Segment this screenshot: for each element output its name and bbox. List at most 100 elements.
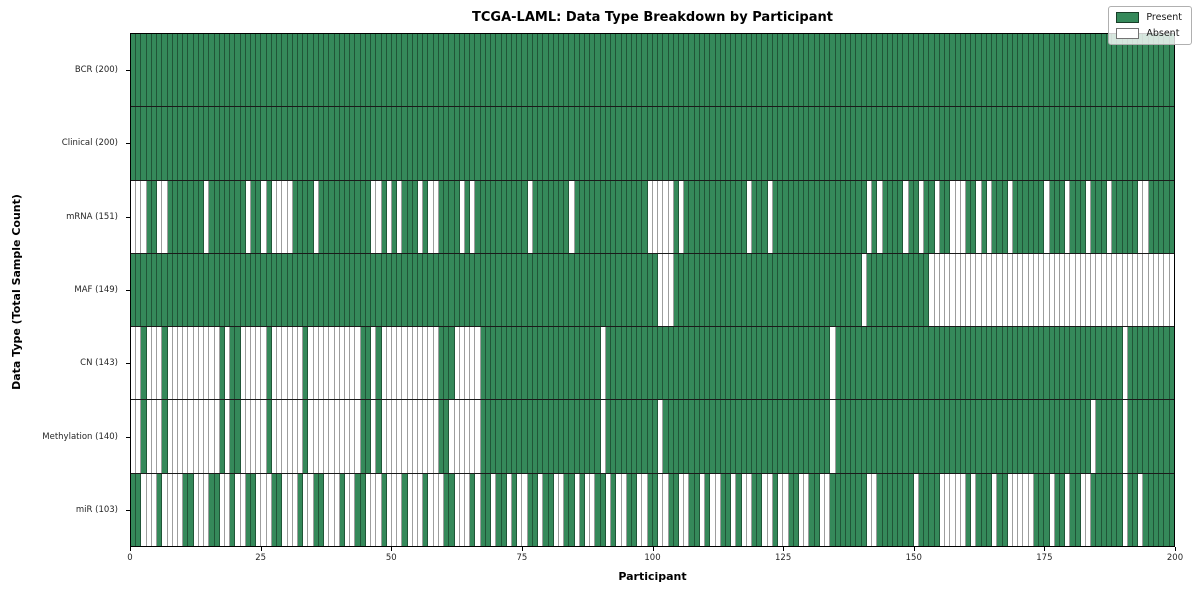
heatmap-cell [449, 473, 455, 546]
heatmap-cell [350, 327, 356, 400]
heatmap-cell [793, 180, 799, 253]
heatmap-cell [1091, 180, 1097, 253]
heatmap-cell [694, 400, 700, 473]
heatmap-cell [277, 327, 283, 400]
heatmap-cell [136, 473, 142, 546]
heatmap-cell [386, 253, 392, 327]
heatmap-cell [277, 107, 283, 180]
heatmap-cell [992, 253, 998, 327]
heatmap-cell [866, 107, 873, 180]
heatmap-cell [804, 180, 810, 253]
heatmap-cell [637, 180, 643, 253]
heatmap-cell [799, 34, 805, 107]
heatmap-cell [924, 253, 930, 327]
heatmap-cell [1059, 180, 1066, 253]
heatmap-cell [1127, 400, 1133, 473]
heatmap-cell [256, 253, 262, 327]
heatmap-cell [924, 34, 930, 107]
heatmap-cell [611, 180, 617, 253]
heatmap-cell [767, 253, 773, 327]
heatmap-cell [793, 327, 799, 400]
heatmap-cell [292, 327, 298, 400]
heatmap-cell [762, 327, 768, 400]
heatmap-cell [825, 400, 831, 473]
heatmap-cell [157, 400, 163, 473]
heatmap-cell [465, 473, 471, 546]
heatmap-cell [1122, 400, 1128, 473]
heatmap-cell [626, 253, 632, 327]
heatmap-cell [167, 34, 173, 107]
heatmap-cell [1007, 327, 1013, 400]
heatmap-cell [971, 34, 977, 107]
heatmap-cell [391, 34, 398, 107]
heatmap-cell [470, 107, 476, 180]
heatmap-cell [741, 34, 747, 107]
heatmap-cell [407, 180, 413, 253]
heatmap-cell [538, 400, 544, 473]
heatmap-cell [428, 327, 434, 400]
heatmap-cell [731, 107, 737, 180]
x-tick-mark [652, 547, 654, 551]
heatmap-cell [402, 253, 408, 327]
heatmap-cell [908, 107, 914, 180]
heatmap-cell [543, 400, 549, 473]
heatmap-cell [840, 253, 846, 327]
heatmap-cell [266, 34, 272, 107]
heatmap-cell [809, 180, 815, 253]
heatmap-cell [532, 400, 539, 473]
heatmap-cell [585, 107, 591, 180]
heatmap-cell [558, 473, 565, 546]
heatmap-cell [240, 473, 246, 546]
heatmap-cell [783, 473, 789, 546]
heatmap-cell [710, 400, 716, 473]
heatmap-cell [459, 400, 465, 473]
heatmap-cell [976, 400, 982, 473]
x-tick-label: 200 [1166, 553, 1184, 563]
heatmap-cell [1033, 473, 1040, 546]
heatmap-cell [298, 327, 304, 400]
heatmap-cell [1054, 473, 1060, 546]
heatmap-cell [725, 400, 732, 473]
heatmap-cell [809, 400, 815, 473]
heatmap-cell [224, 34, 231, 107]
heatmap-cell [809, 253, 815, 327]
heatmap-cell [600, 253, 606, 327]
heatmap-cell [579, 400, 586, 473]
heatmap-cell [887, 473, 893, 546]
heatmap-cell [1023, 473, 1029, 546]
heatmap-cell [976, 107, 982, 180]
heatmap-cell [287, 473, 293, 546]
heatmap-cell [480, 400, 486, 473]
heatmap-cell [1153, 34, 1160, 107]
heatmap-cell [344, 253, 351, 327]
heatmap-cell [752, 400, 758, 473]
heatmap-cell [1059, 473, 1066, 546]
heatmap-cell [1023, 400, 1029, 473]
heatmap-cell [167, 253, 173, 327]
heatmap-cell [673, 107, 679, 180]
heatmap-cell [245, 34, 252, 107]
heatmap-cell [903, 180, 909, 253]
heatmap-cell [230, 400, 236, 473]
heatmap-cell [485, 34, 492, 107]
heatmap-cell [506, 327, 512, 400]
heatmap-cell [428, 34, 434, 107]
heatmap-cell [835, 327, 841, 400]
heatmap-cell [256, 107, 262, 180]
heatmap-cell [971, 253, 977, 327]
heatmap-cell [835, 253, 841, 327]
heatmap-cell [1086, 400, 1092, 473]
heatmap-cell [1148, 107, 1154, 180]
heatmap-cell [298, 400, 304, 473]
heatmap-cell [522, 400, 528, 473]
heatmap-cell [1091, 327, 1097, 400]
heatmap-cell [308, 400, 314, 473]
heatmap-cell [939, 327, 946, 400]
heatmap-cell [605, 400, 612, 473]
heatmap-cell [658, 400, 664, 473]
heatmap-cell [637, 327, 643, 400]
chart-title: TCGA-LAML: Data Type Breakdown by Partic… [472, 10, 833, 25]
heatmap-cell [1164, 400, 1170, 473]
heatmap-cell [600, 327, 606, 400]
heatmap-cell [318, 327, 325, 400]
